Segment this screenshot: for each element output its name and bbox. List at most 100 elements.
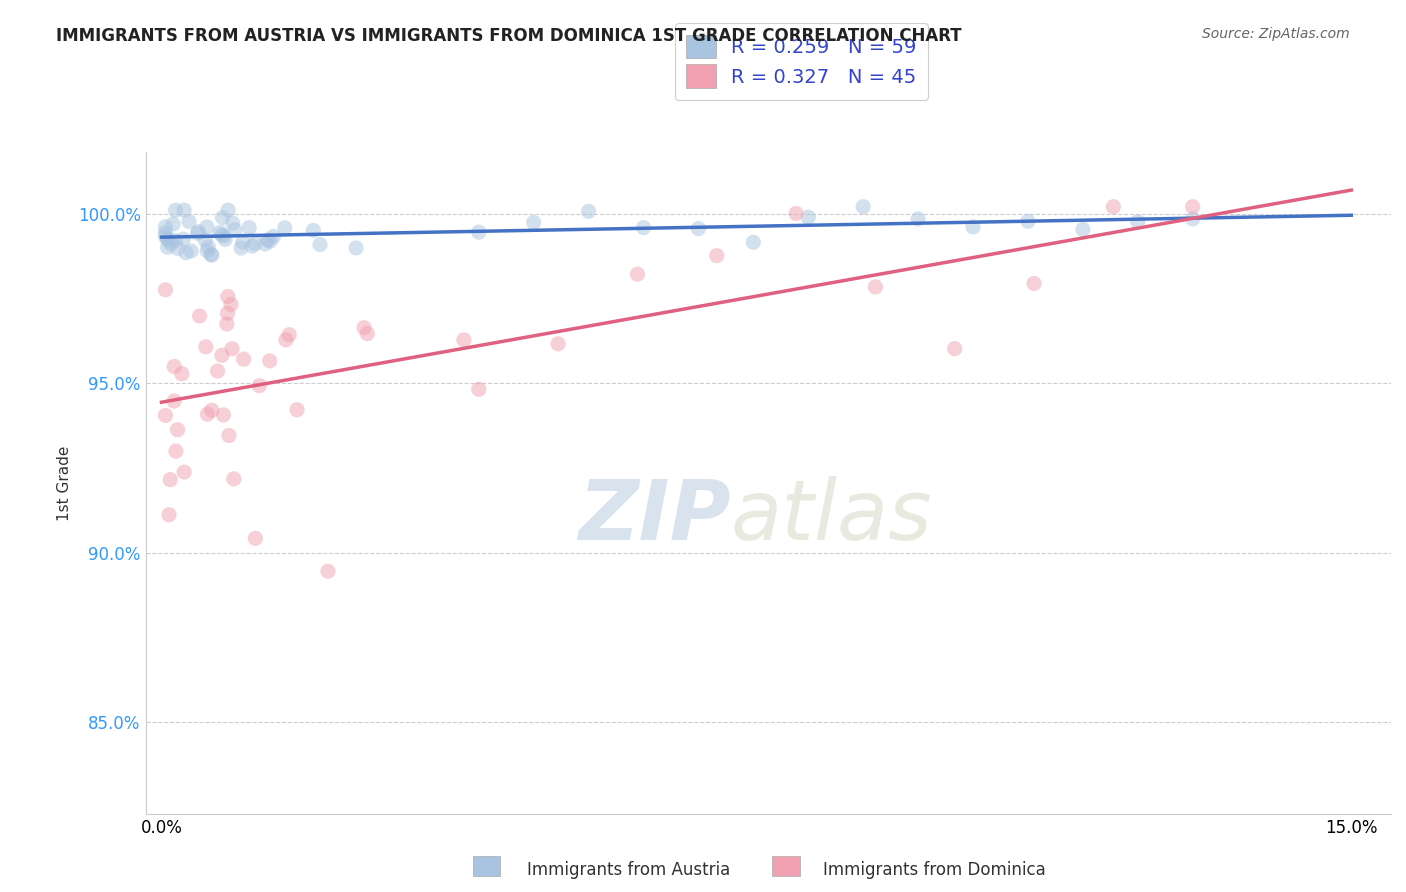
Point [309, 237, 332, 252]
Point [1126, 215, 1149, 229]
Point [214, 232, 236, 246]
Point [278, 327, 301, 342]
Point [865, 280, 887, 294]
Point [232, 235, 254, 249]
Legend: R = 0.259   N = 59, R = 0.327   N = 45: R = 0.259 N = 59, R = 0.327 N = 45 [675, 23, 928, 100]
Point [165, 444, 187, 458]
Point [195, 219, 218, 234]
Text: Immigrants from Dominica: Immigrants from Dominica [823, 861, 1045, 879]
Point [211, 211, 233, 225]
Point [162, 217, 184, 231]
Point [274, 333, 297, 347]
Point [1181, 200, 1204, 214]
Point [578, 204, 600, 219]
Point [626, 267, 648, 281]
Point [259, 354, 281, 368]
Point [633, 220, 655, 235]
Point [243, 236, 266, 251]
Point [173, 465, 195, 479]
Point [222, 472, 245, 486]
Point [177, 214, 200, 228]
Point [221, 342, 243, 356]
Point [163, 359, 186, 374]
Point [217, 203, 239, 218]
Point [159, 473, 181, 487]
Point [1017, 214, 1039, 228]
Point [166, 241, 188, 255]
Point [453, 333, 475, 347]
Point [155, 229, 177, 244]
Point [262, 229, 284, 244]
Point [201, 403, 224, 417]
Point [232, 352, 254, 367]
Point [1071, 222, 1094, 236]
Point [157, 234, 180, 248]
Point [1181, 211, 1204, 226]
Point [212, 228, 235, 243]
Point [224, 223, 246, 237]
Point [187, 225, 209, 239]
Point [212, 408, 235, 422]
Point [1022, 277, 1045, 291]
Point [197, 240, 219, 254]
Point [172, 232, 194, 246]
Point [217, 289, 239, 303]
Point [174, 245, 197, 260]
Point [907, 212, 929, 227]
Point [217, 306, 239, 320]
Point [157, 508, 180, 522]
Point [155, 409, 177, 423]
Point [240, 239, 263, 253]
Point [197, 407, 219, 421]
Point [229, 241, 252, 255]
Point [201, 248, 224, 262]
Point [523, 215, 546, 229]
Point [221, 216, 243, 230]
Point [259, 234, 281, 248]
Point [344, 241, 367, 255]
Point [165, 234, 187, 248]
Point [238, 220, 260, 235]
Point [188, 309, 211, 323]
Point [254, 237, 277, 252]
Point [155, 226, 177, 240]
Point [218, 428, 240, 442]
Point [156, 232, 179, 246]
Point [468, 382, 491, 396]
Point [706, 249, 728, 263]
Point [785, 206, 807, 220]
Point [245, 532, 267, 546]
Point [742, 235, 765, 250]
Point [155, 283, 177, 297]
Point [194, 340, 217, 354]
Point [207, 364, 229, 378]
Point [316, 564, 339, 578]
Point [256, 233, 278, 247]
Point [170, 367, 193, 381]
Point [155, 219, 177, 234]
Point [200, 247, 222, 261]
Point [943, 342, 966, 356]
Point [302, 223, 325, 237]
Point [219, 297, 242, 311]
Point [195, 244, 218, 258]
Point [211, 348, 233, 362]
Text: Immigrants from Austria: Immigrants from Austria [527, 861, 731, 879]
Point [211, 227, 233, 242]
Point [173, 203, 195, 218]
Point [187, 226, 209, 240]
Point [797, 211, 820, 225]
Point [852, 200, 875, 214]
Point [247, 378, 270, 392]
Point [353, 320, 375, 334]
Point [208, 226, 231, 240]
Point [194, 233, 217, 247]
Text: IMMIGRANTS FROM AUSTRIA VS IMMIGRANTS FROM DOMINICA 1ST GRADE CORRELATION CHART: IMMIGRANTS FROM AUSTRIA VS IMMIGRANTS FR… [56, 27, 962, 45]
Point [215, 317, 238, 331]
Point [285, 402, 308, 417]
Text: atlas: atlas [731, 475, 932, 557]
Point [547, 336, 569, 351]
Point [166, 423, 188, 437]
Point [160, 237, 183, 252]
Point [356, 326, 378, 341]
